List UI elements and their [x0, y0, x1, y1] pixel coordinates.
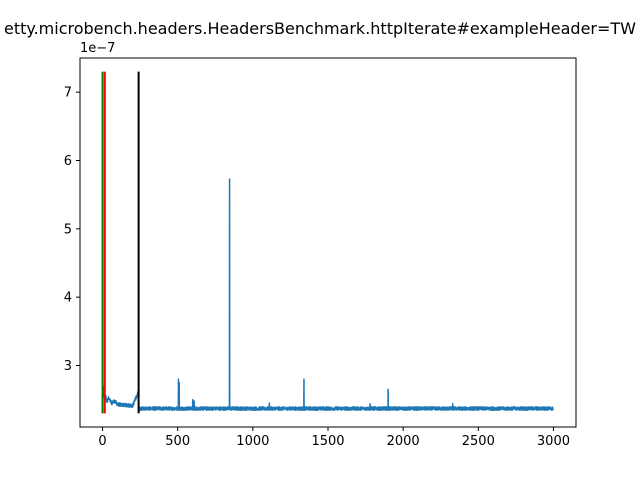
- x-tick-label: 0: [98, 434, 106, 449]
- x-tick-label: 3000: [537, 434, 570, 449]
- x-tick-label: 500: [165, 434, 190, 449]
- x-tick-label: 2000: [387, 434, 420, 449]
- x-tick-label: 1000: [236, 434, 269, 449]
- y-tick-label: 7: [64, 86, 72, 101]
- x-tick-label: 2500: [462, 434, 495, 449]
- series-line: [101, 178, 554, 412]
- chart-title: etty.microbench.headers.HeadersBenchmark…: [4, 19, 636, 38]
- y-tick-label: 3: [64, 359, 72, 374]
- y-tick-label: 6: [64, 154, 72, 169]
- y-tick-label: 5: [64, 222, 72, 237]
- y-axis-offset-label: 1e−7: [80, 41, 115, 56]
- y-tick-label: 4: [64, 291, 72, 306]
- x-tick-label: 1500: [311, 434, 344, 449]
- plot-area: 0 500 1000 1500 2000 2500 3000 3 4 5 6 7: [64, 57, 577, 449]
